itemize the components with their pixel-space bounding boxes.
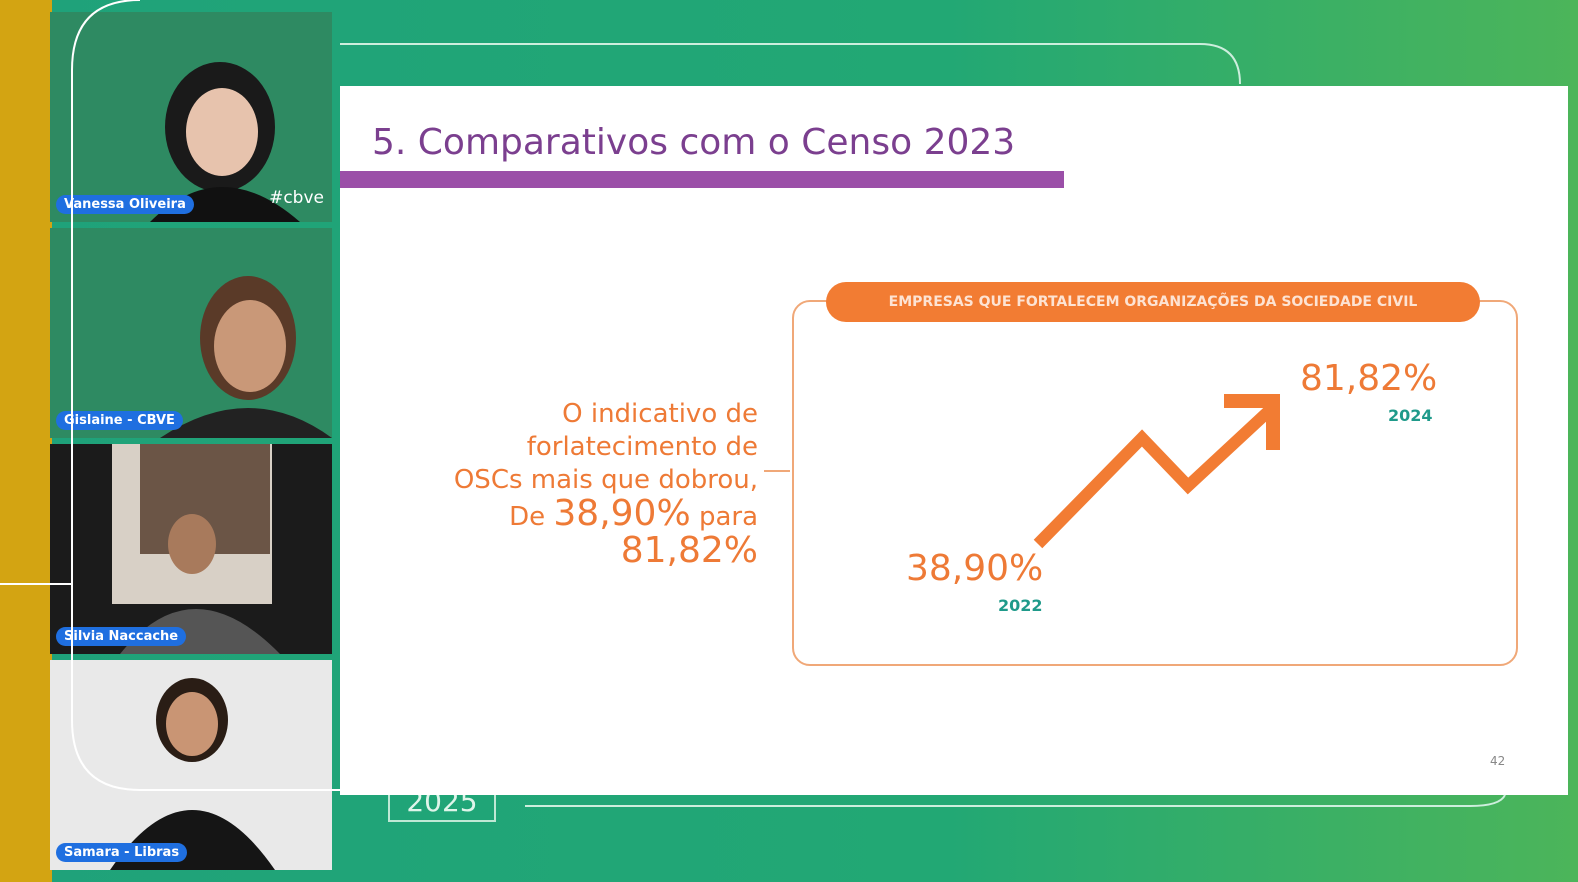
participant-name: Silvia Naccache xyxy=(56,627,187,646)
participant-name: Gislaine - CBVE xyxy=(56,411,183,430)
text-word: para xyxy=(698,502,758,532)
participant-name: Vanessa Oliveira xyxy=(56,195,194,214)
person xyxy=(150,62,300,222)
video-tile: Silvia Naccache xyxy=(50,444,332,654)
slide-title: 5. Comparativos com o Censo 2023 xyxy=(372,122,1016,163)
start-value: 38,90% xyxy=(906,548,1044,589)
text-value: 38,90% xyxy=(553,493,691,534)
text-value: 81,82% xyxy=(620,530,758,571)
video-tile: Samara - Libras xyxy=(50,660,332,870)
box-title: EMPRESAS QUE FORTALECEM ORGANIZAÇÕES DA … xyxy=(826,282,1480,322)
video-tile: Gislaine - CBVE xyxy=(50,228,332,438)
summary-text: O indicativo de forlatecimento de OSCs m… xyxy=(453,398,758,571)
title-bar xyxy=(340,171,1064,188)
side-band xyxy=(0,0,52,882)
text-line: De 38,90% para xyxy=(454,496,758,534)
connector xyxy=(764,470,790,472)
text-line: forlatecimento de xyxy=(526,432,758,462)
person xyxy=(112,444,280,654)
end-value: 81,82% xyxy=(1300,358,1438,399)
person xyxy=(160,276,332,438)
start-year: 2022 xyxy=(998,596,1043,615)
text-line: OSCs mais que dobrou, xyxy=(453,465,758,495)
growth-arrow xyxy=(1033,394,1280,549)
hashtag: #cbve xyxy=(269,188,324,208)
video-tile: Vanessa Oliveira #cbve xyxy=(50,12,332,222)
end-year: 2024 xyxy=(1388,406,1433,425)
page-number: 42 xyxy=(1490,754,1506,768)
slide: 5. Comparativos com o Censo 2023 EMPRESA… xyxy=(340,86,1568,795)
text-word: De xyxy=(509,502,546,532)
participant-name: Samara - Libras xyxy=(56,843,188,862)
text-line: O indicativo de xyxy=(562,399,758,429)
